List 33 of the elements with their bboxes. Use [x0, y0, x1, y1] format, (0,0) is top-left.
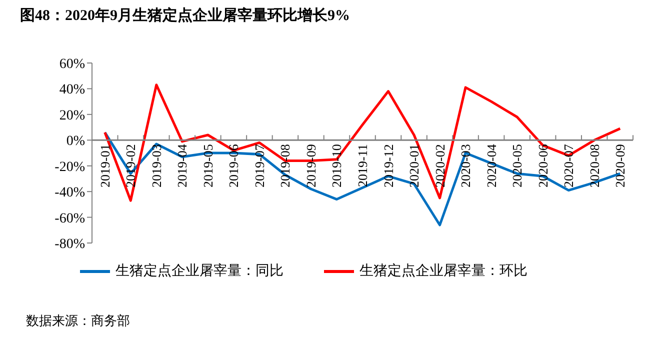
x-tick-label: 2020-03	[458, 144, 474, 188]
chart-title: 图48：2020年9月生猪定点企业屠宰量环比增长9%	[20, 6, 350, 25]
x-tick-label: 2019-12	[380, 144, 396, 188]
x-tick-label: 2019-02	[123, 144, 138, 188]
x-tick-label: 2019-08	[278, 144, 293, 188]
x-tick-label: 2020-08	[586, 144, 602, 188]
y-tick-label: -60%	[54, 211, 86, 226]
source-note: 数据来源：商务部	[26, 312, 130, 330]
x-tick-label: 2020-02	[432, 144, 448, 188]
x-tick-label: 2019-04	[174, 144, 190, 188]
x-tick-label: 2019-10	[329, 144, 344, 188]
y-tick-label: -20%	[54, 160, 86, 175]
y-tick-label: -40%	[54, 186, 86, 201]
x-tick-label: 2019-07	[252, 144, 267, 188]
y-tick-label: -80%	[54, 236, 86, 252]
x-tick-label: 2020-07	[561, 144, 576, 188]
x-tick-label: 2019-06	[226, 144, 242, 188]
y-tick-label: 60%	[59, 56, 86, 72]
x-tick-label: 2019-11	[355, 144, 370, 187]
y-tick-label: 40%	[59, 82, 86, 98]
x-tick-label: 2019-01	[97, 144, 112, 188]
x-tick-label: 2020-01	[406, 144, 422, 188]
legend-label: 生猪定点企业屠宰量：同比	[116, 262, 284, 280]
x-tick-label: 2019-05	[200, 144, 216, 188]
x-tick-label: 2020-05	[510, 144, 525, 188]
legend-label: 生猪定点企业屠宰量：环比	[360, 262, 528, 280]
x-tick-label: 2020-04	[484, 144, 499, 188]
x-tick-label: 2020-06	[535, 144, 550, 188]
x-tick-label: 2019-03	[148, 144, 164, 188]
x-tick-label: 2020-09	[612, 144, 628, 188]
y-tick-label: 20%	[59, 108, 86, 124]
x-tick-label: 2019-09	[303, 144, 318, 188]
y-tick-label: 0%	[66, 134, 86, 150]
